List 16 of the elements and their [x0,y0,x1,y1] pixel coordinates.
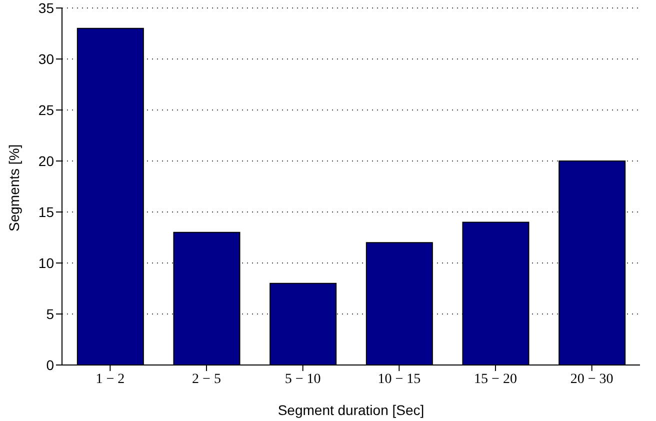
y-tick-label: 10 [38,254,54,271]
y-tick-label: 20 [38,152,54,169]
y-tick-label: 25 [38,102,54,118]
x-tick-label: 5 − 10 [284,372,321,387]
y-axis-title: Segments [%] [6,144,22,232]
y-tick-label: 0 [46,356,54,373]
y-tick-label: 35 [38,0,54,16]
x-tick-label: 15 − 20 [474,372,517,387]
x-tick-label: 20 − 30 [570,372,614,387]
y-tick-label: 15 [38,204,54,220]
x-axis-title: Segment duration [Sec] [278,402,424,418]
y-tick-label: 30 [38,50,54,67]
x-tick-label: 10 − 15 [378,372,421,387]
x-tick-label: 1 − 2 [96,372,125,387]
y-tick-label: 5 [46,306,54,322]
x-tick-label: 2 − 5 [192,372,221,387]
